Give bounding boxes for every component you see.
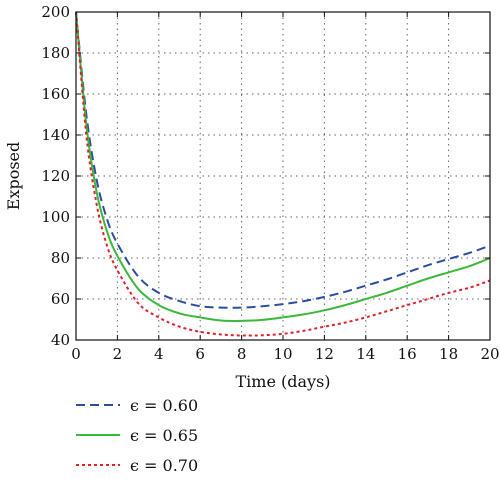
y-tick-label: 120: [41, 167, 70, 185]
legend-label-2: ϵ = 0.65: [130, 426, 198, 445]
series-line-3: [75, 11, 491, 337]
x-tick-label: 12: [315, 345, 334, 363]
y-axis-label: Exposed: [4, 142, 23, 211]
x-tick-label: 16: [398, 345, 417, 363]
x-tick-label: 10: [273, 345, 292, 363]
y-tick-label: 140: [41, 126, 70, 144]
legend-label-1: ϵ = 0.60: [130, 396, 198, 415]
x-tick-label: 14: [356, 345, 375, 363]
y-tick-label: 40: [51, 331, 70, 349]
grid: [76, 12, 490, 340]
x-tick-label: 4: [154, 345, 164, 363]
plot-frame: [75, 11, 491, 341]
legend: ϵ = 0.60 ϵ = 0.65 ϵ = 0.70: [76, 396, 198, 475]
legend-label-3: ϵ = 0.70: [130, 456, 198, 475]
y-tick-label: 180: [41, 44, 70, 62]
x-tick-label: 6: [195, 345, 205, 363]
x-tick-label: 18: [439, 345, 458, 363]
series-line-1: [75, 11, 491, 309]
ticks: 0 2 4 6 8 10 12 14 16 18 20 40 60 80 100 120 140 160 180 20…: [41, 3, 499, 363]
x-axis-label: Time (days): [235, 372, 330, 391]
series-layer: [75, 11, 491, 337]
y-tick-label: 160: [41, 85, 70, 103]
y-tick-label: 80: [51, 249, 70, 267]
x-tick-label: 2: [113, 345, 123, 363]
y-tick-label: 60: [51, 290, 70, 308]
y-tick-label: 200: [41, 3, 70, 21]
x-tick-label: 0: [71, 345, 81, 363]
x-tick-label: 8: [237, 345, 247, 363]
series-line-2: [75, 11, 491, 322]
y-tick-label: 100: [41, 208, 70, 226]
x-tick-label: 20: [480, 345, 499, 363]
